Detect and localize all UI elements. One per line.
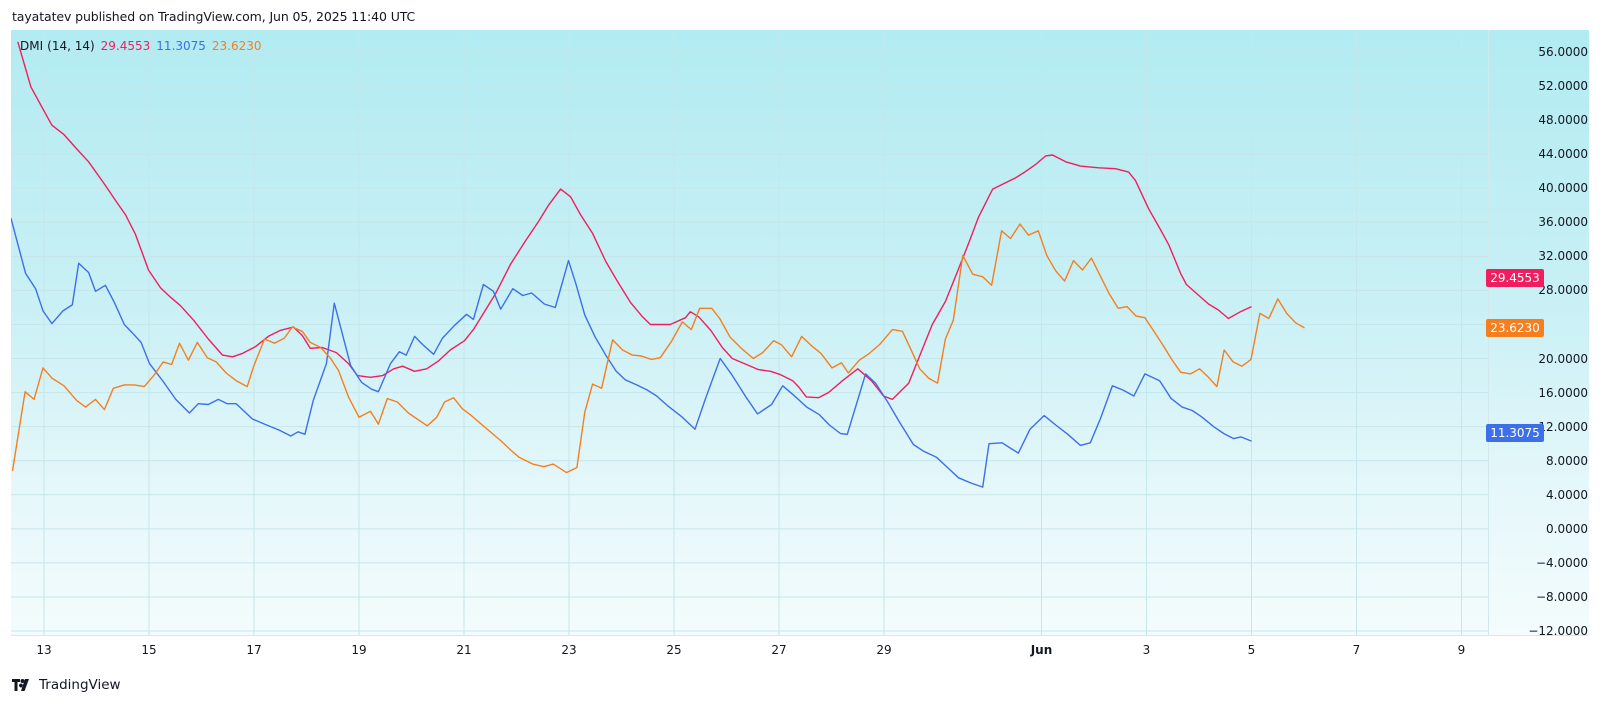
- y-tick-label: 8.0000: [1546, 453, 1588, 468]
- x-tick-label: 17: [246, 643, 262, 657]
- indicator-legend[interactable]: DMI (14, 14) 29.4553 11.3075 23.6230: [20, 39, 262, 53]
- x-tick-label: 23: [561, 643, 577, 657]
- y-tick-label: −4.0000: [1535, 555, 1588, 570]
- x-tick-label: 13: [36, 643, 52, 657]
- y-tick-label: 44.0000: [1538, 147, 1588, 162]
- legend-plus-di-value: 11.3075: [156, 39, 206, 53]
- legend-adx-value: 29.4553: [100, 39, 151, 53]
- y-tick-label: −12.0000: [1528, 624, 1588, 639]
- legend-minus-di-value: 23.6230: [211, 39, 262, 53]
- y-tick-label: 16.0000: [1538, 385, 1588, 400]
- y-tick-label: 20.0000: [1538, 351, 1588, 366]
- y-tick-label: 28.0000: [1538, 283, 1588, 298]
- x-tick-label: 7: [1352, 643, 1361, 657]
- legend-params: (14, 14): [47, 39, 95, 53]
- series-line-adx[interactable]: [17, 41, 1252, 401]
- last-value-badge: 11.3075: [1486, 423, 1544, 442]
- y-tick-label: 12.0000: [1538, 419, 1588, 434]
- x-tick-label: Jun: [1030, 643, 1053, 657]
- x-tick-label: 15: [141, 643, 157, 657]
- y-tick-label: 52.0000: [1538, 79, 1588, 94]
- y-tick-label: 56.0000: [1538, 45, 1588, 59]
- series-line-di[interactable]: [11, 217, 1252, 488]
- tradingview-logo-icon: [12, 679, 29, 691]
- y-tick-label: 4.0000: [1546, 487, 1588, 502]
- x-tick-label: 5: [1247, 643, 1256, 657]
- last-value-badge: 29.4553: [1486, 269, 1544, 288]
- y-tick-label: 36.0000: [1538, 215, 1588, 230]
- series-line-di[interactable]: [11, 223, 1305, 474]
- x-tick-label: 27: [771, 643, 787, 657]
- y-tick-label: 40.0000: [1538, 181, 1588, 196]
- brand-name: TradingView: [39, 677, 121, 693]
- x-tick-label: 3: [1142, 643, 1151, 657]
- x-tick-label: 29: [876, 643, 892, 657]
- legend-indicator-name: DMI: [20, 39, 44, 53]
- time-scale[interactable]: [11, 635, 1588, 666]
- publish-info: tayatatev published on TradingView.com, …: [12, 9, 416, 24]
- last-value-badge: 23.6230: [1486, 318, 1544, 337]
- x-tick-label: 19: [351, 643, 367, 657]
- y-tick-label: 0.0000: [1546, 521, 1588, 536]
- y-tick-label: 48.0000: [1538, 113, 1588, 128]
- y-tick-label: 32.0000: [1538, 249, 1588, 264]
- y-tick-label: −8.0000: [1535, 589, 1588, 604]
- x-tick-label: 9: [1457, 643, 1466, 657]
- tradingview-brand[interactable]: TradingView: [12, 677, 121, 693]
- indicator-pane[interactable]: [11, 30, 1488, 635]
- x-tick-label: 25: [666, 643, 682, 657]
- x-tick-label: 21: [456, 643, 472, 657]
